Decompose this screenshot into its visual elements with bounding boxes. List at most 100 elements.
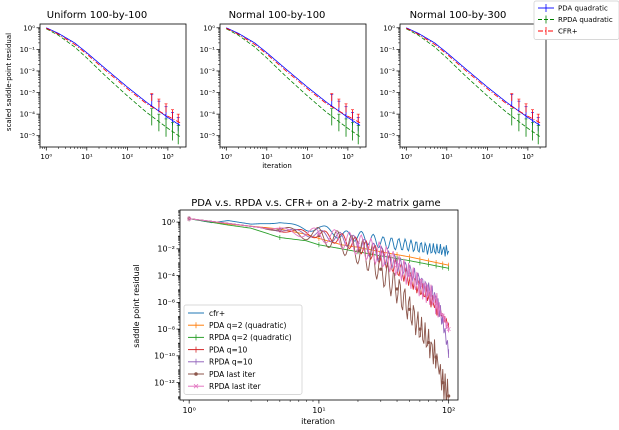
marker-point [355,242,361,247]
y-tick-label: 10⁻¹ [20,46,36,54]
y-tick-label: 10⁻² [20,67,36,75]
x-tick-label: 10³ [522,153,534,161]
y-tick-label: 10⁻⁴ [20,111,36,119]
marker-point [187,216,192,221]
plot-uniform-100x100: 10⁰ 10¹ 10² 10³ 10⁰ 10⁻¹ 10⁻² 10⁻³ 10⁻⁴ 10⁻⁵ [20,23,187,161]
y-tick-label: 10⁻⁶ [157,298,175,307]
legend-frame [533,0,619,40]
y-tick-label: 10⁰ [383,24,395,32]
plot-frame [39,23,187,148]
series-group [406,27,541,145]
marker-point [395,287,399,291]
series-group [187,216,451,400]
x-tick-label: 10¹ [81,153,93,161]
plot-frame [219,23,367,148]
y-tick-label: 10⁻⁸ [157,325,175,334]
marker-point [447,394,451,398]
chart-title-2by2: PDA v.s. RPDA v.s. CFR+ on a 2-by-2 matr… [191,198,440,209]
legend-label: PDA quadratic [558,5,608,13]
series-line-pda-quadratic [46,27,181,126]
y-tick-label: 10⁻⁵ [20,132,36,140]
plot-normal-100x300: 10⁰ 10¹ 10² 10³ 10⁰ 10⁻¹ 10⁻² 10⁻³ 10⁻⁴ 10⁻⁵ [380,23,547,161]
marker-point [408,307,412,311]
series-line-rpda-quadratic [226,28,361,138]
marker-point [418,327,422,331]
series-line-rpda-last-iter [189,218,450,333]
series-line-cfr- [226,27,361,124]
y-tick-label: 10⁻² [200,67,216,75]
marker-point [378,252,383,257]
legend-marker [194,372,198,376]
x-tick-label: 10² [481,153,493,161]
y-axis-label-top: scaled saddle-point residual [5,33,13,131]
y-axis-label-bottom: saddle point residual [132,264,141,348]
x-tick-label: 10¹ [441,153,453,161]
legend-label: RPDA q=2 (quadratic) [209,333,292,342]
plot-frame [179,209,459,401]
x-tick-label: 10¹ [261,153,273,161]
legend-marker [193,383,199,389]
x-tick-label: 10² [301,153,313,161]
y-tick-label: 10⁻¹² [154,378,175,387]
y-tick-label: 10⁰ [23,24,35,32]
chart-title-normal-300: Normal 100-by-300 [410,10,507,21]
legend-bottom: cfr+ PDA q=2 (quadratic) RPDA q=2 (quadrat… [183,304,303,395]
legend-label: RPDA quadratic [558,16,613,24]
legend-label: RPDA q=10 [209,358,253,367]
x-tick-label: 10² [121,153,133,161]
marker-point [426,290,431,296]
x-tick-label: 10⁰ [182,406,195,415]
series-line-pda-quadratic [406,27,541,126]
plot-2by2-matrix-game: 10⁰ 10¹ 10² 10⁰ 10⁻² 10⁻⁴ 10⁻⁶ 10⁻⁸ 10⁻¹⁰ 10⁻¹² [154,209,459,415]
marker-point [394,263,400,268]
series-line-cfr- [406,27,541,124]
x-tick-label: 10¹ [312,406,325,415]
plot-normal-100x100: 10⁰ 10¹ 10² 10³ 10⁰ 10⁻¹ 10⁻² 10⁻³ 10⁻⁴ 10⁻⁵ [200,23,367,161]
y-tick-label: 10⁻³ [20,89,36,97]
marker-point [441,380,445,385]
chart-title-normal-100: Normal 100-by-100 [229,10,326,21]
y-tick-label: 10⁻¹ [380,46,396,54]
series-group [226,27,361,145]
x-tick-label: 10⁰ [220,153,232,161]
marker-point [434,301,439,306]
series-line-rpda-quadratic [46,28,181,138]
marker-point [440,313,445,318]
series-line-rpda-quadratic [406,28,541,138]
x-tick-label: 10⁰ [40,153,52,161]
y-tick-label: 10⁻³ [200,89,216,97]
y-tick-label: 10⁻³ [380,89,396,97]
x-axis-label-bottom: iteration [301,417,335,426]
legend-label: RPDA last iter [209,382,261,391]
y-tick-label: 10⁰ [162,218,175,227]
legend-top: PDA quadratic RPDA quadratic CFR+ [533,0,619,40]
marker-point [446,327,451,332]
y-tick-label: 10⁻⁴ [157,271,175,280]
legend-label: PDA last iter [209,370,256,379]
x-tick-label: 10⁰ [400,153,412,161]
marker-point [417,282,422,287]
legend-label: PDA q=2 (quadratic) [209,321,287,330]
legend-label: PDA q=10 [209,345,247,354]
series-line-cfr- [46,27,181,124]
x-tick-label: 10³ [342,153,354,161]
x-axis-label-top: iteration [262,162,292,170]
y-tick-label: 10⁻¹ [200,46,216,54]
y-tick-label: 10⁻¹⁰ [154,352,175,361]
y-tick-label: 10⁻⁵ [200,132,216,140]
marker-point [426,340,431,345]
y-tick-label: 10⁻⁴ [200,111,216,119]
y-tick-label: 10⁰ [203,24,215,32]
plot-frame [399,23,547,148]
marker-point [434,355,438,359]
legend-label: cfr+ [209,309,225,318]
y-tick-label: 10⁻⁴ [380,111,396,119]
y-tick-label: 10⁻² [157,245,175,254]
marker-point [316,232,321,237]
y-tick-label: 10⁻⁵ [380,132,396,140]
legend-label: CFR+ [558,28,578,36]
legend-frame [183,304,303,395]
x-tick-label: 10³ [162,153,174,161]
marker-point [277,228,282,233]
series-line-pda-quadratic [226,27,361,126]
